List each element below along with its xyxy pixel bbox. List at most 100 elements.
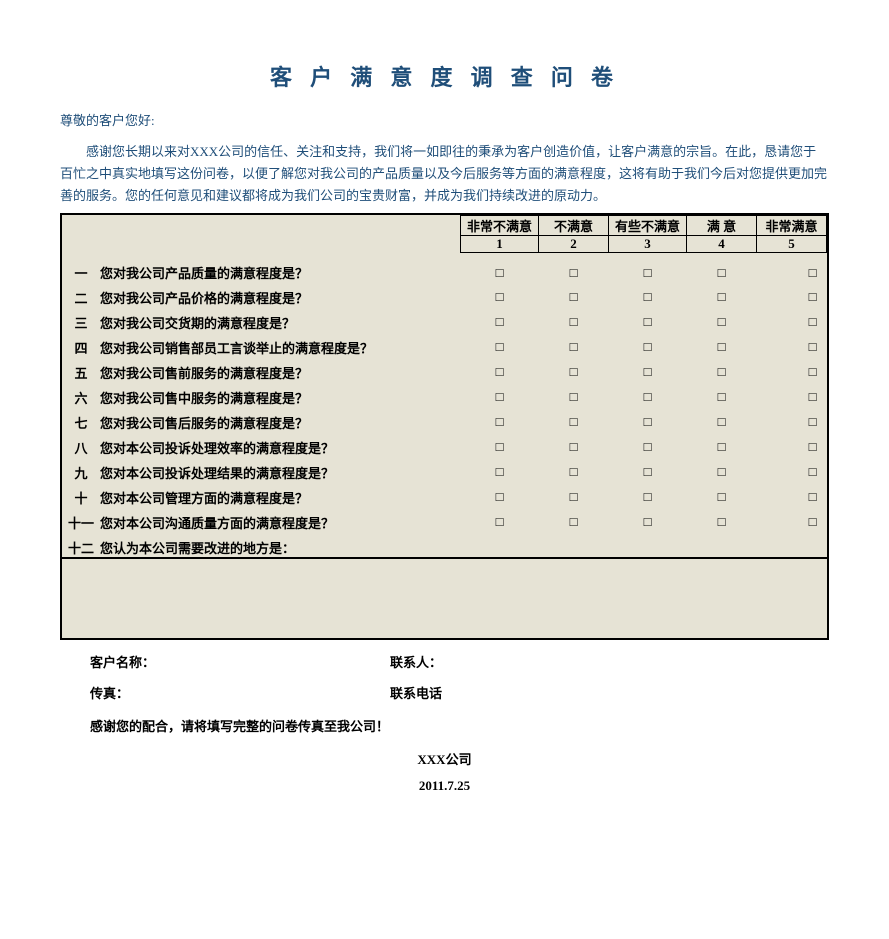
rating-checkbox[interactable]: □	[687, 357, 757, 382]
rating-checkbox[interactable]: □	[609, 432, 687, 457]
rating-checkbox	[757, 532, 827, 558]
rating-number: 1	[461, 236, 539, 253]
question-row: 八您对本公司投诉处理效率的满意程度是？□□□□□	[62, 432, 827, 457]
rating-checkbox[interactable]: □	[609, 332, 687, 357]
rating-checkbox[interactable]: □	[539, 307, 609, 332]
question-number: 六	[62, 382, 100, 407]
question-row: 十您对本公司管理方面的满意程度是？□□□□□	[62, 482, 827, 507]
rating-checkbox[interactable]: □	[757, 407, 827, 432]
question-text: 您对本公司沟通质量方面的满意程度是？	[100, 507, 461, 532]
rating-checkbox[interactable]: □	[539, 357, 609, 382]
rating-checkbox[interactable]: □	[757, 432, 827, 457]
question-text: 您对本公司投诉处理效率的满意程度是？	[100, 432, 461, 457]
rating-checkbox	[687, 532, 757, 558]
contact-label: 联系人：	[390, 652, 442, 671]
rating-number: 2	[539, 236, 609, 253]
rating-checkbox[interactable]: □	[687, 332, 757, 357]
rating-checkbox[interactable]: □	[687, 482, 757, 507]
rating-checkbox[interactable]: □	[539, 457, 609, 482]
survey-table: 非常不满意 不满意 有些不满意 满 意 非常满意 1 2 3 4 5 一您对我公…	[62, 215, 827, 638]
question-row: 十二您认为本公司需要改进的地方是：	[62, 532, 827, 558]
rating-checkbox[interactable]: □	[609, 457, 687, 482]
question-row: 一您对我公司产品质量的满意程度是？□□□□□	[62, 253, 827, 282]
rating-checkbox[interactable]: □	[461, 282, 539, 307]
rating-checkbox[interactable]: □	[609, 407, 687, 432]
question-text: 您对本公司管理方面的满意程度是？	[100, 482, 461, 507]
question-number: 三	[62, 307, 100, 332]
rating-number-row: 1 2 3 4 5	[62, 236, 827, 253]
rating-checkbox[interactable]: □	[609, 507, 687, 532]
rating-checkbox	[461, 532, 539, 558]
rating-checkbox[interactable]: □	[687, 407, 757, 432]
rating-checkbox[interactable]: □	[687, 382, 757, 407]
rating-checkbox[interactable]: □	[609, 282, 687, 307]
rating-number: 4	[687, 236, 757, 253]
rating-checkbox[interactable]: □	[687, 432, 757, 457]
rating-checkbox[interactable]: □	[757, 357, 827, 382]
footer-row-2: 传真： 联系电话	[60, 683, 829, 702]
rating-header: 不满意	[539, 216, 609, 236]
rating-checkbox[interactable]: □	[757, 332, 827, 357]
rating-checkbox[interactable]: □	[461, 507, 539, 532]
rating-checkbox[interactable]: □	[539, 432, 609, 457]
question-text: 您对我公司售后服务的满意程度是？	[100, 407, 461, 432]
document-title: 客 户 满 意 度 调 查 问 卷	[60, 60, 829, 92]
rating-checkbox[interactable]: □	[461, 457, 539, 482]
rating-checkbox[interactable]: □	[687, 282, 757, 307]
rating-checkbox[interactable]: □	[757, 307, 827, 332]
question-number: 七	[62, 407, 100, 432]
rating-checkbox[interactable]: □	[757, 482, 827, 507]
question-number: 五	[62, 357, 100, 382]
question-number: 十一	[62, 507, 100, 532]
rating-checkbox[interactable]: □	[687, 307, 757, 332]
rating-checkbox[interactable]: □	[539, 282, 609, 307]
rating-header: 满 意	[687, 216, 757, 236]
rating-checkbox[interactable]: □	[461, 432, 539, 457]
rating-checkbox[interactable]: □	[461, 307, 539, 332]
question-row: 十一您对本公司沟通质量方面的满意程度是？□□□□□	[62, 507, 827, 532]
question-text: 您对我公司销售部员工言谈举止的满意程度是？	[100, 332, 461, 357]
rating-header: 非常不满意	[461, 216, 539, 236]
rating-checkbox[interactable]: □	[757, 382, 827, 407]
rating-checkbox[interactable]: □	[461, 357, 539, 382]
question-text: 您对我公司产品价格的满意程度是？	[100, 282, 461, 307]
rating-checkbox[interactable]: □	[461, 382, 539, 407]
rating-checkbox[interactable]: □	[609, 482, 687, 507]
question-number: 十二	[62, 532, 100, 558]
rating-checkbox[interactable]: □	[539, 253, 609, 282]
rating-checkbox[interactable]: □	[461, 332, 539, 357]
rating-checkbox[interactable]: □	[609, 253, 687, 282]
question-row: 三您对我公司交货期的满意程度是？□□□□□	[62, 307, 827, 332]
rating-checkbox[interactable]: □	[609, 382, 687, 407]
rating-checkbox[interactable]: □	[539, 382, 609, 407]
question-number: 八	[62, 432, 100, 457]
rating-checkbox[interactable]: □	[539, 507, 609, 532]
rating-checkbox[interactable]: □	[539, 407, 609, 432]
question-number: 十	[62, 482, 100, 507]
question-text: 您对我公司售中服务的满意程度是？	[100, 382, 461, 407]
phone-label: 联系电话	[390, 683, 442, 702]
rating-checkbox[interactable]: □	[609, 357, 687, 382]
question-number: 二	[62, 282, 100, 307]
rating-checkbox[interactable]: □	[461, 253, 539, 282]
rating-checkbox[interactable]: □	[757, 282, 827, 307]
rating-checkbox[interactable]: □	[461, 482, 539, 507]
footer-row-1: 客户名称： 联系人：	[60, 652, 829, 671]
rating-checkbox[interactable]: □	[757, 457, 827, 482]
rating-checkbox[interactable]: □	[757, 253, 827, 282]
question-row: 七您对我公司售后服务的满意程度是？□□□□□	[62, 407, 827, 432]
question-row: 四您对我公司销售部员工言谈举止的满意程度是？□□□□□	[62, 332, 827, 357]
rating-checkbox[interactable]: □	[539, 482, 609, 507]
question-text: 您对本公司投诉处理结果的满意程度是？	[100, 457, 461, 482]
question-text: 您对我公司售前服务的满意程度是？	[100, 357, 461, 382]
rating-header-row: 非常不满意 不满意 有些不满意 满 意 非常满意	[62, 216, 827, 236]
rating-checkbox[interactable]: □	[687, 507, 757, 532]
question-row: 五您对我公司售前服务的满意程度是？□□□□□	[62, 357, 827, 382]
rating-checkbox[interactable]: □	[687, 253, 757, 282]
rating-checkbox[interactable]: □	[539, 332, 609, 357]
rating-checkbox[interactable]: □	[461, 407, 539, 432]
rating-checkbox[interactable]: □	[609, 307, 687, 332]
rating-checkbox[interactable]: □	[757, 507, 827, 532]
question-row: 六您对我公司售中服务的满意程度是？□□□□□	[62, 382, 827, 407]
rating-checkbox[interactable]: □	[687, 457, 757, 482]
